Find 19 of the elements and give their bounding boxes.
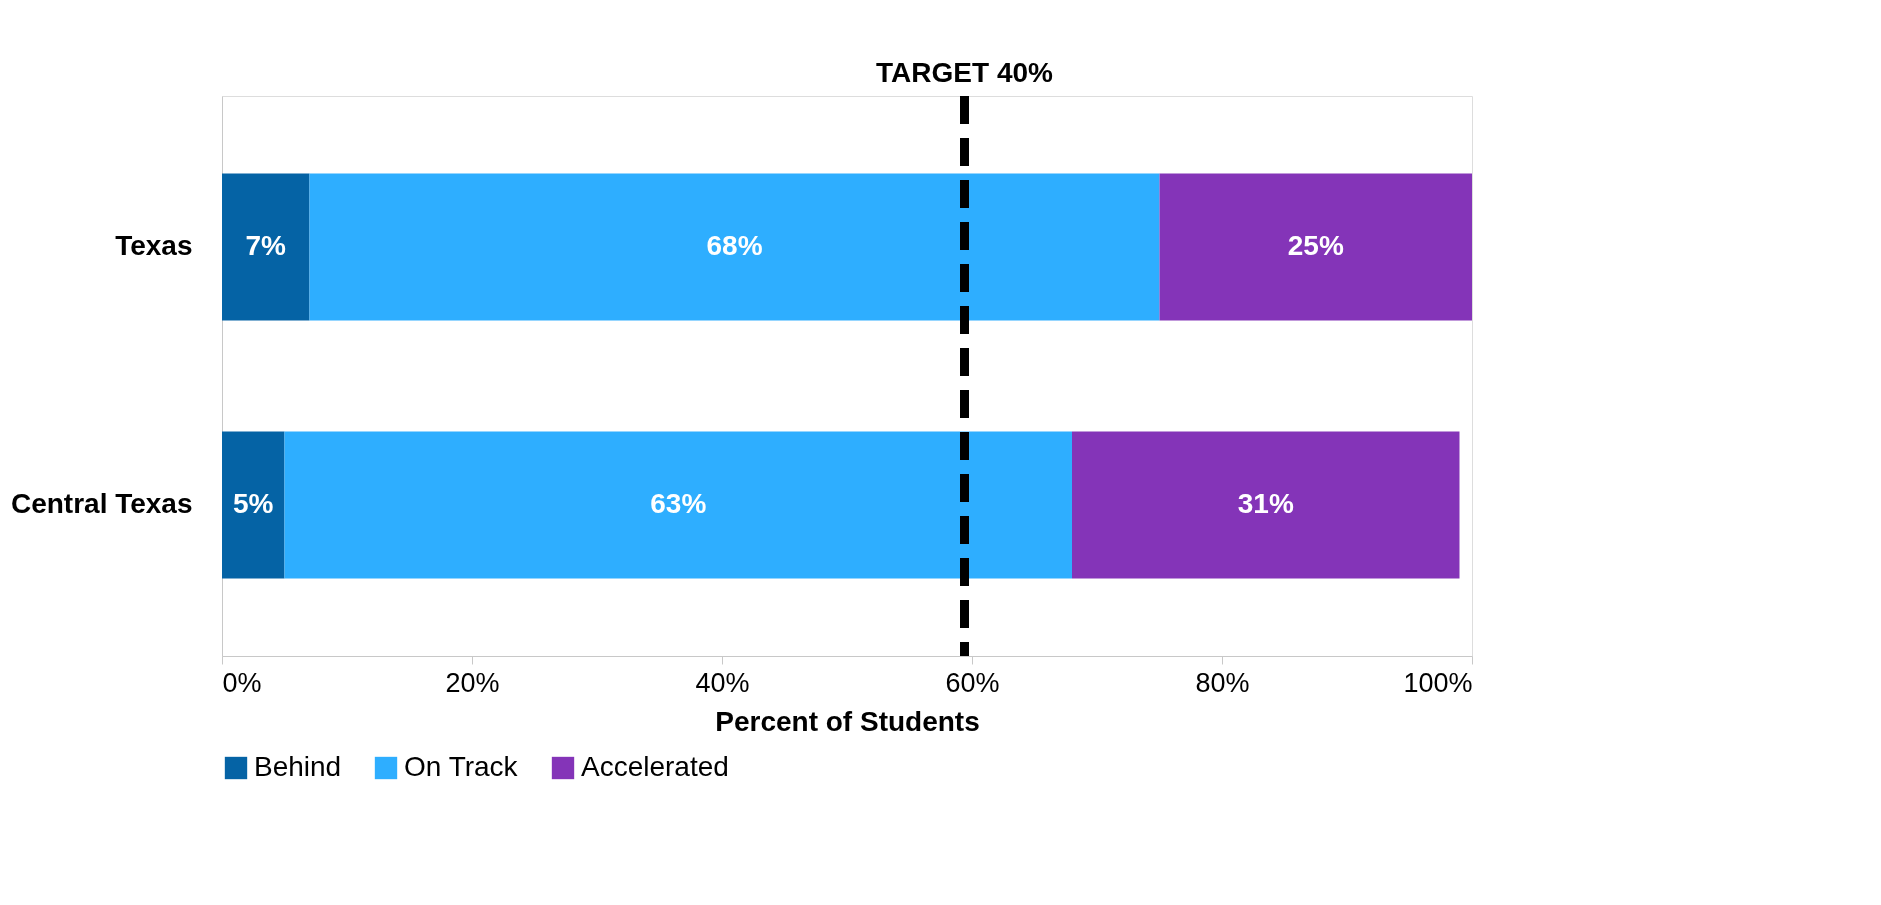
x-tick-label: 40% [695,667,750,698]
data-label: 25% [1287,229,1344,261]
x-tick-label: 0% [222,667,262,698]
data-label: 7% [245,229,287,261]
data-label: 68% [706,229,763,261]
x-tick-label: 60% [945,667,1000,698]
legend-label: Behind [254,751,342,782]
data-label: 63% [650,488,707,520]
ref-line-label: TARGET 40% [876,57,1054,88]
x-tick-label: 80% [1195,667,1250,698]
y-tick-label: Central Texas [10,488,193,520]
x-axis-title: Percent of Students [715,705,980,737]
data-label: 5% [233,488,274,520]
data-label: 31% [1237,488,1294,520]
y-tick-label: Texas [115,229,193,261]
legend-label: On Track [404,751,519,782]
x-tick-label: 100% [1403,667,1473,698]
legend-label: Accelerated [581,751,729,782]
x-tick-label: 20% [445,667,500,698]
